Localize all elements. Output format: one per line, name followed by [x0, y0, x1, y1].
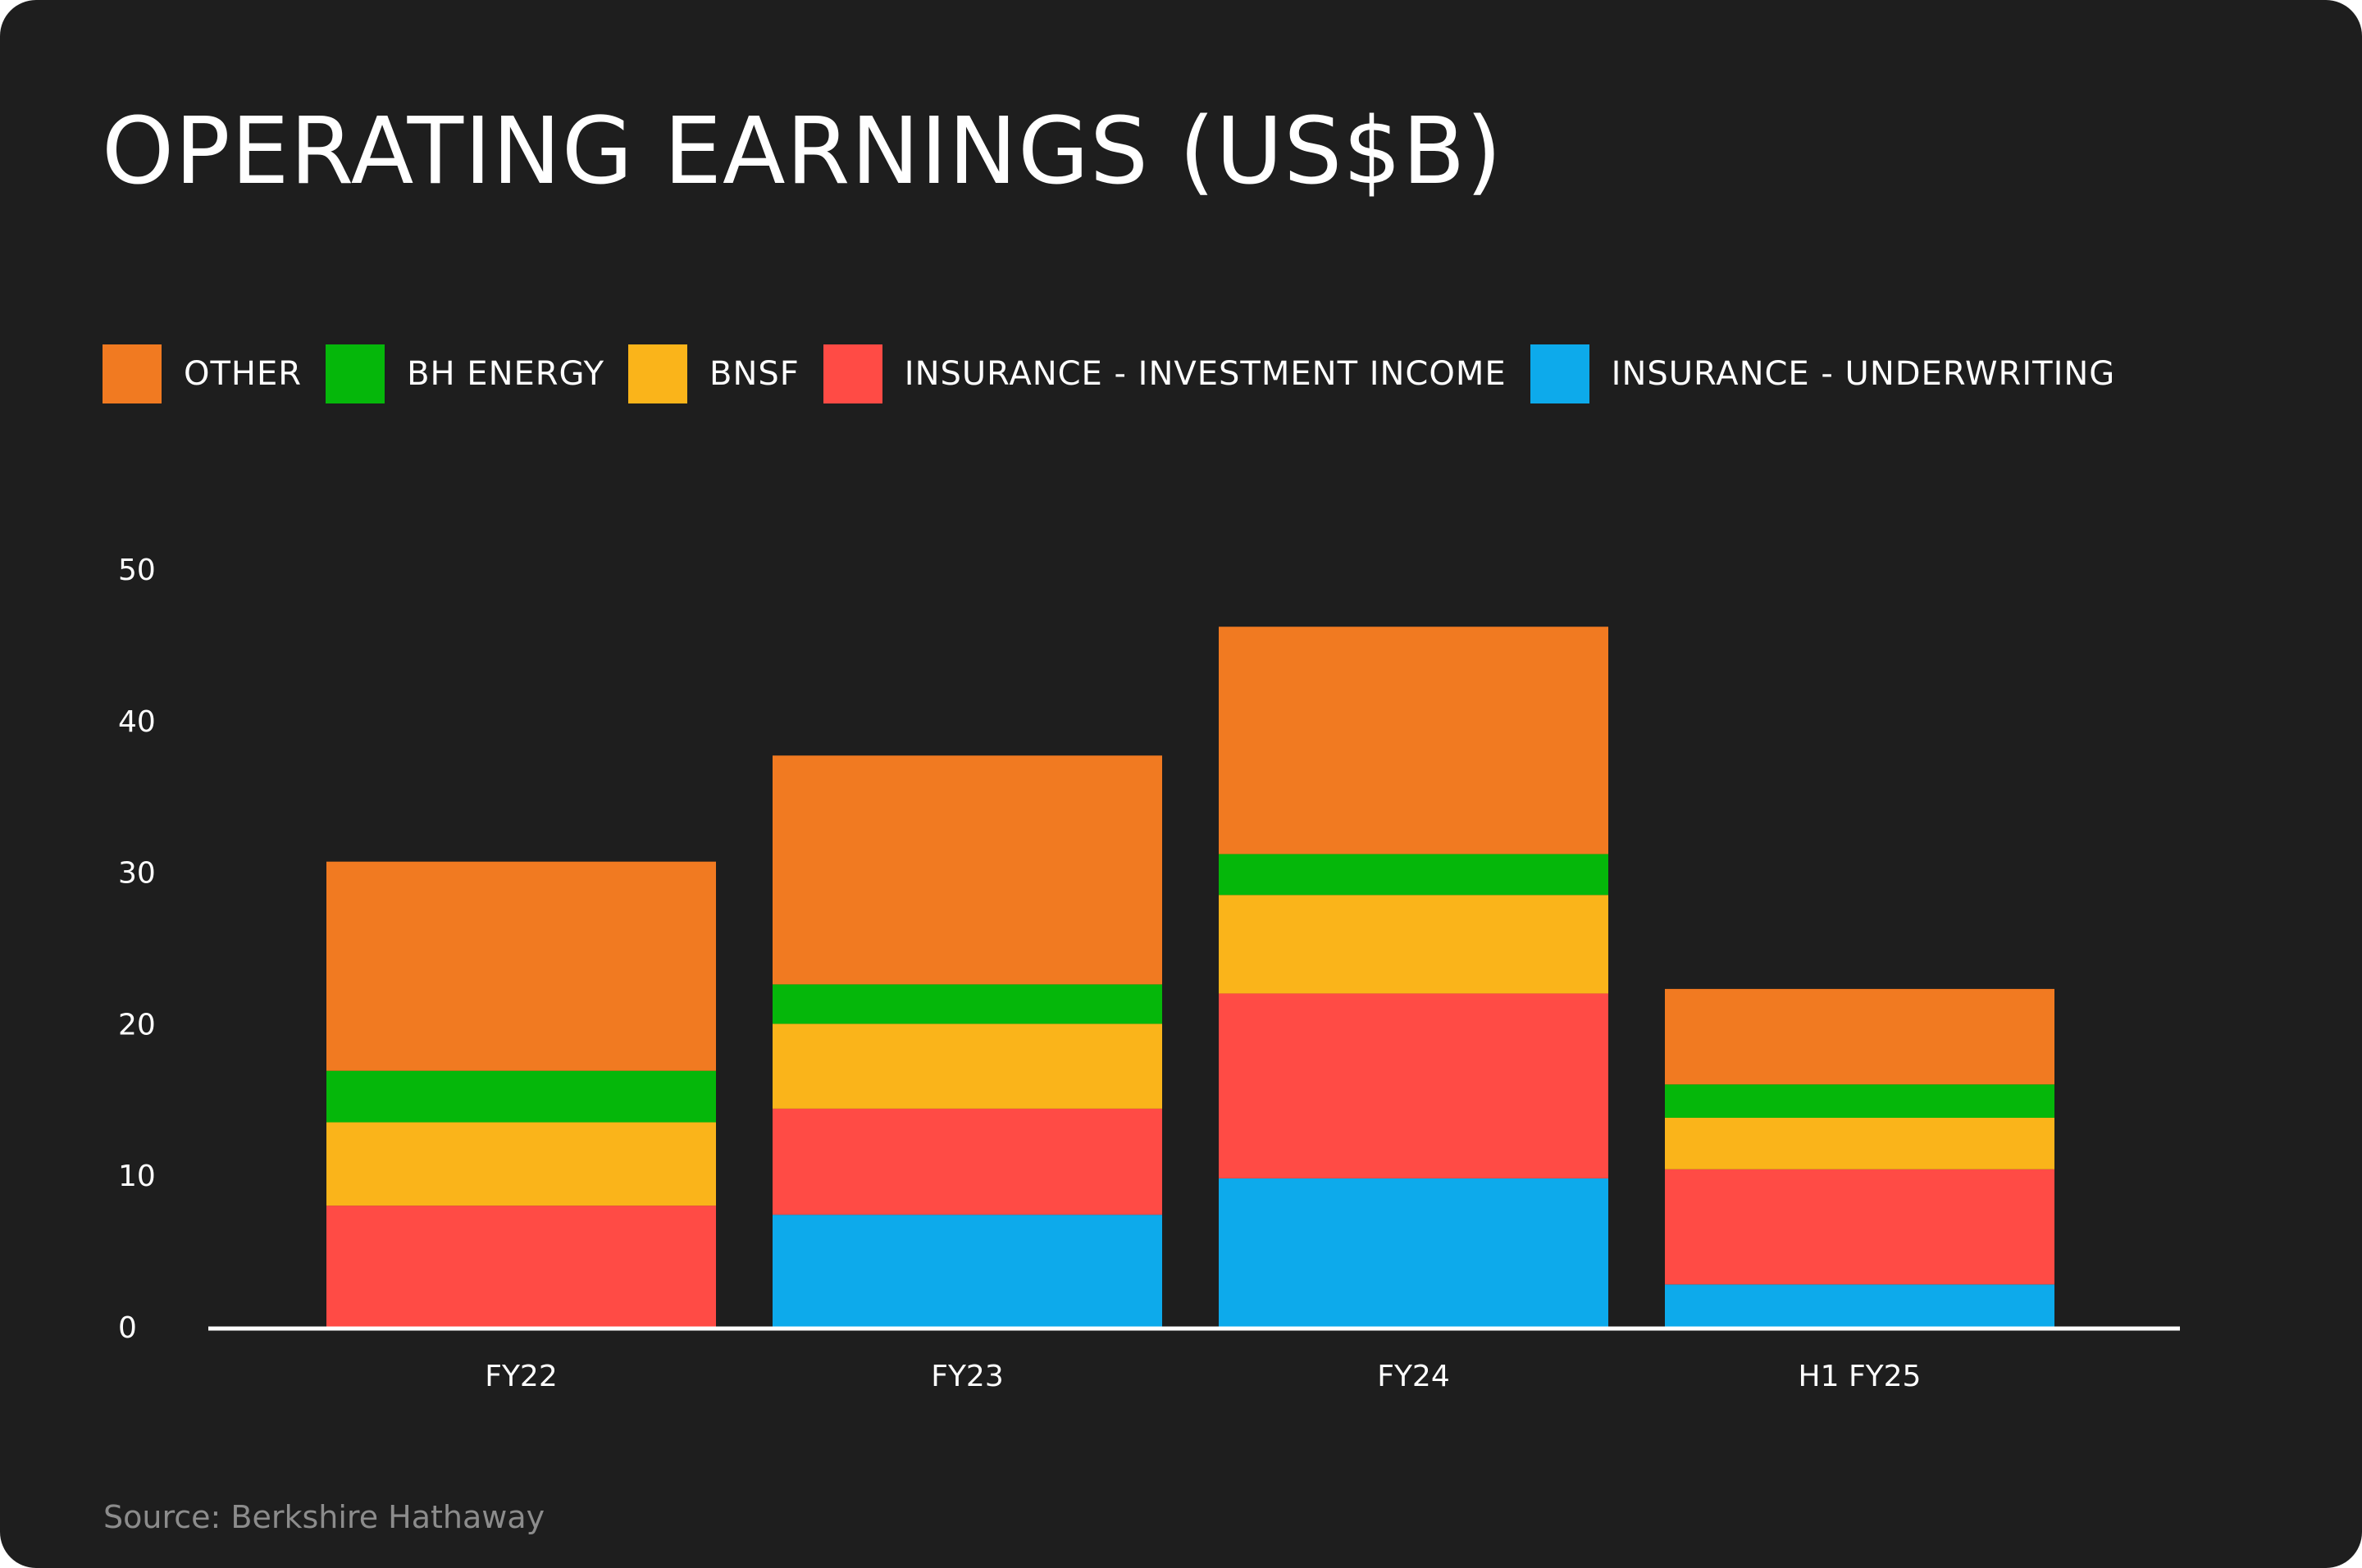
- x-tick-label: H1 FY25: [1799, 1360, 1922, 1393]
- legend-swatch: [326, 344, 385, 403]
- y-tick-label: 40: [118, 705, 156, 739]
- legend-item: INSURANCE - INVESTMENT INCOME: [823, 344, 1507, 403]
- y-tick-label: 10: [118, 1160, 156, 1193]
- bar-segment-insurance-underwriting: [1219, 1178, 1608, 1327]
- bar-segment-bnsf: [326, 1122, 716, 1206]
- bar-segment-other: [326, 861, 716, 1071]
- x-tick-label: FY23: [931, 1360, 1004, 1393]
- legend-label: INSURANCE - INVESTMENT INCOME: [904, 355, 1507, 393]
- legend-swatch: [628, 344, 687, 403]
- bar-segment-bnsf: [1665, 1117, 2054, 1169]
- bar-segment-bh-energy: [1665, 1084, 2054, 1118]
- legend-label: BH ENERGY: [407, 355, 604, 393]
- bar-segment-insurance-investment-income: [326, 1206, 716, 1327]
- bar-segment-insurance-investment-income: [773, 1108, 1162, 1215]
- bar-segment-other: [773, 755, 1162, 985]
- legend-item: INSURANCE - UNDERWRITING: [1530, 344, 2116, 403]
- y-tick-label: 20: [118, 1008, 156, 1042]
- bar-segment-insurance-investment-income: [1219, 993, 1608, 1178]
- bar-segment-bh-energy: [1219, 854, 1608, 896]
- legend: OTHER BH ENERGY BNSF INSURANCE - INVESTMENT…: [103, 344, 2139, 403]
- chart-title: OPERATING EARNINGS (US$B): [102, 98, 1503, 205]
- legend-item: BNSF: [628, 344, 800, 403]
- source-note: Source: Berkshire Hathaway: [103, 1499, 545, 1535]
- legend-item: BH ENERGY: [326, 344, 604, 403]
- bar-segment-other: [1219, 627, 1608, 855]
- legend-swatch: [1530, 344, 1589, 403]
- legend-swatch: [103, 344, 162, 403]
- bar-segment-insurance-underwriting: [1665, 1284, 2054, 1327]
- bar-segment-bnsf: [1219, 895, 1608, 994]
- bar-segment-bnsf: [773, 1023, 1162, 1109]
- bar-segment-insurance-underwriting: [773, 1215, 1162, 1327]
- y-tick-label: 0: [118, 1311, 137, 1345]
- bar-segment-insurance-investment-income: [1665, 1169, 2054, 1285]
- x-tick-label: FY22: [485, 1360, 558, 1393]
- bar-segment-other: [1665, 988, 2054, 1085]
- y-tick-label: 50: [118, 554, 156, 587]
- x-tick-label: FY24: [1377, 1360, 1450, 1393]
- y-tick-label: 30: [118, 857, 156, 891]
- legend-item: OTHER: [103, 344, 302, 403]
- legend-label: INSURANCE - UNDERWRITING: [1611, 355, 2116, 393]
- legend-label: OTHER: [184, 355, 303, 393]
- legend-label: BNSF: [709, 355, 800, 393]
- legend-swatch: [823, 344, 882, 403]
- bar-segment-bh-energy: [326, 1070, 716, 1123]
- bar-segment-bh-energy: [773, 984, 1162, 1024]
